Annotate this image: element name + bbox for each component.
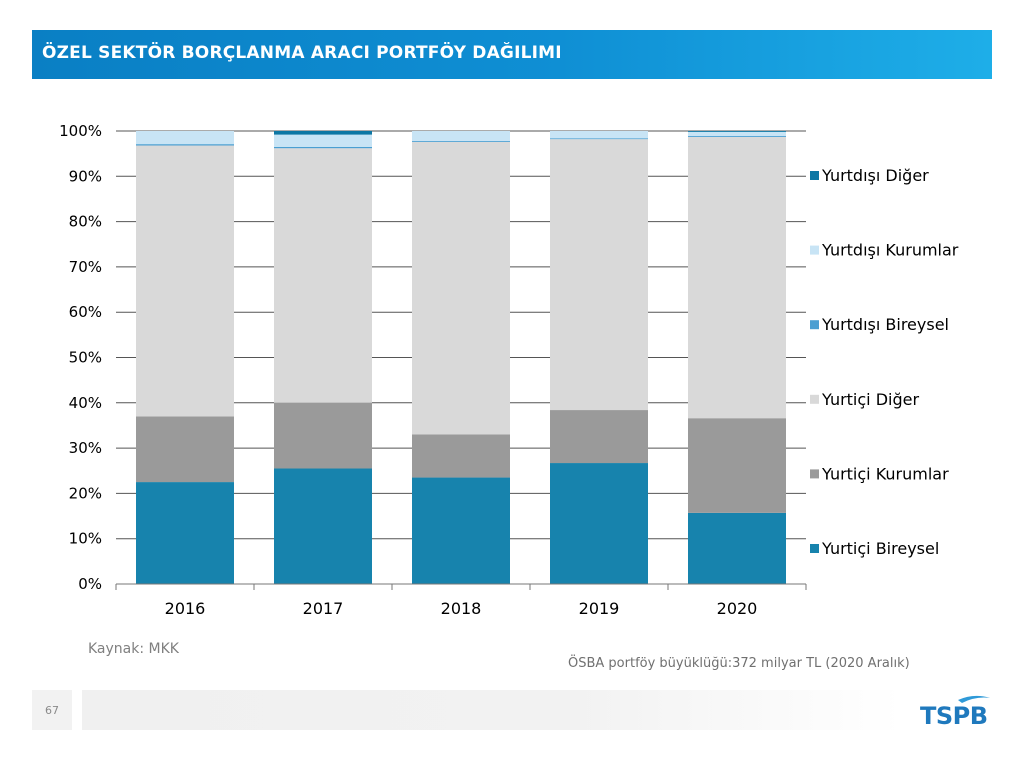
bar-segment (688, 136, 786, 419)
bar-segment (136, 416, 234, 483)
bar-segment (274, 148, 372, 403)
logo-swoosh-icon (958, 695, 990, 703)
x-tick-label: 2016 (165, 599, 206, 618)
y-tick-label: 0% (78, 575, 102, 593)
bar-segment (274, 468, 372, 584)
legend-swatch (810, 245, 819, 255)
legend-label: Yurtiçi Kurumlar (821, 464, 949, 483)
x-tick-label: 2017 (303, 599, 344, 618)
page-number: 67 (45, 704, 59, 717)
bar-segment (688, 131, 786, 136)
bar-segment (688, 418, 786, 513)
y-tick-label: 100% (59, 122, 102, 140)
y-tick-label: 90% (69, 167, 102, 185)
page-number-box: 67 (32, 690, 72, 730)
y-tick-label: 20% (69, 484, 102, 502)
tspb-logo: TSPB (918, 693, 992, 733)
x-tick-label: 2019 (579, 599, 620, 618)
bar-segment (412, 140, 510, 142)
bar-segment (550, 139, 648, 411)
legend-label: Yurtiçi Diğer (821, 390, 919, 409)
footer-bar (82, 690, 902, 730)
source-text: Kaynak: MKK (88, 641, 179, 657)
bar-segment (550, 463, 648, 584)
bar-segment (412, 434, 510, 478)
y-tick-label: 50% (69, 349, 102, 367)
bar-segment (550, 131, 648, 139)
y-tick-label: 80% (69, 213, 102, 231)
stacked-bar-chart: 0% 10% 20% 30% 40% 50% 60% 70% 80% 90% 100% 2016 201… (59, 122, 959, 618)
legend-swatch (810, 394, 819, 404)
bar-segment (136, 482, 234, 584)
y-tick-label: 40% (69, 394, 102, 412)
x-tick-label: 2018 (441, 599, 482, 618)
bar-segment (412, 141, 510, 435)
bar-segment (550, 410, 648, 464)
bar-segment (136, 144, 234, 146)
y-tick-label: 70% (69, 258, 102, 276)
y-tick-label: 10% (69, 530, 102, 548)
x-tick-label: 2020 (717, 599, 758, 618)
y-tick-label: 30% (69, 439, 102, 457)
legend-swatch (810, 469, 819, 479)
page-title: ÖZEL SEKTÖR BORÇLANMA ARACI PORTFÖY DAĞI… (42, 43, 562, 63)
y-tick-label: 60% (69, 303, 102, 321)
bar-segment (550, 138, 648, 140)
legend-label: Yurtdışı Kurumlar (821, 241, 959, 260)
bar-segment (274, 131, 372, 135)
bar-segment (274, 134, 372, 147)
portfolio-size-note: ÖSBA portföy büyüklüğü:372 milyar TL (20… (568, 656, 910, 671)
bar-segment (136, 145, 234, 417)
title-bar: ÖZEL SEKTÖR BORÇLANMA ARACI PORTFÖY DAĞI… (32, 30, 992, 79)
bar-segment (412, 477, 510, 584)
bar-segment (274, 146, 372, 149)
logo-text: TSPB (920, 702, 988, 730)
bar-segment (412, 131, 510, 141)
bar-segment (688, 131, 786, 132)
legend-label: Yurtdışı Bireysel (821, 315, 949, 334)
legend-swatch (810, 320, 819, 330)
bar-segment (688, 512, 786, 584)
legend-swatch (810, 171, 819, 180)
legend-label: Yurtiçi Bireysel (821, 539, 939, 558)
bar-segment (688, 135, 786, 137)
legend-swatch (810, 544, 819, 553)
bar-segment (274, 402, 372, 469)
legend-label: Yurtdışı Diğer (821, 166, 929, 185)
bar-segment (136, 131, 234, 145)
